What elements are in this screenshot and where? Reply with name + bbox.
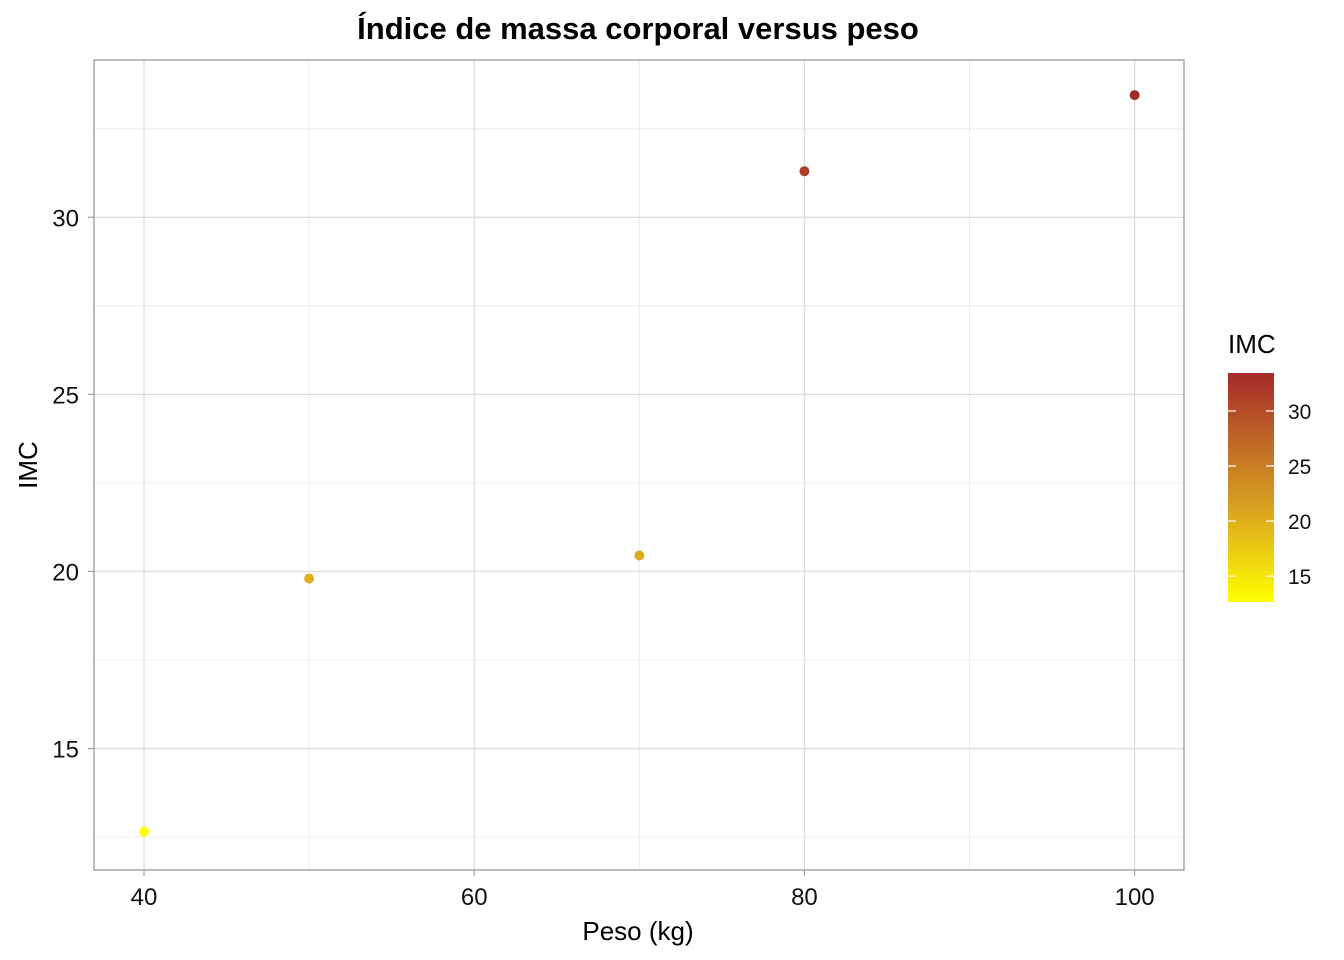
data-point [304, 573, 315, 584]
x-tick-label: 80 [791, 884, 818, 911]
y-tick-label: 25 [52, 382, 79, 409]
data-point [634, 550, 645, 561]
data-points [139, 90, 1140, 837]
legend-tick-label: 20 [1288, 511, 1311, 534]
legend-title: IMC [1228, 329, 1276, 359]
legend-ticks: 15 20 25 30 [1228, 401, 1311, 589]
x-tick-label: 60 [461, 884, 488, 911]
data-point [799, 166, 810, 177]
y-axis-ticks: 15 20 25 30 [52, 205, 94, 764]
x-axis-title: Peso (kg) [582, 916, 693, 946]
x-tick-label: 40 [131, 884, 158, 911]
data-point [1129, 90, 1140, 101]
legend-tick-label: 15 [1288, 566, 1311, 589]
chart-title: Índice de massa corporal versus peso [357, 11, 919, 46]
y-tick-label: 15 [52, 737, 79, 764]
y-tick-label: 30 [52, 205, 79, 232]
color-legend: IMC 15 20 25 30 [1228, 329, 1311, 602]
legend-tick-label: 25 [1288, 456, 1311, 479]
y-tick-label: 20 [52, 559, 79, 586]
grid [94, 60, 1184, 870]
x-tick-label: 100 [1115, 884, 1155, 911]
y-axis-title: IMC [13, 441, 43, 489]
data-point [139, 826, 150, 837]
x-axis-ticks: 40 60 80 100 [131, 870, 1155, 911]
panel-border [93, 59, 1185, 871]
legend-colorbar [1228, 373, 1274, 602]
legend-tick-label: 30 [1288, 401, 1311, 424]
